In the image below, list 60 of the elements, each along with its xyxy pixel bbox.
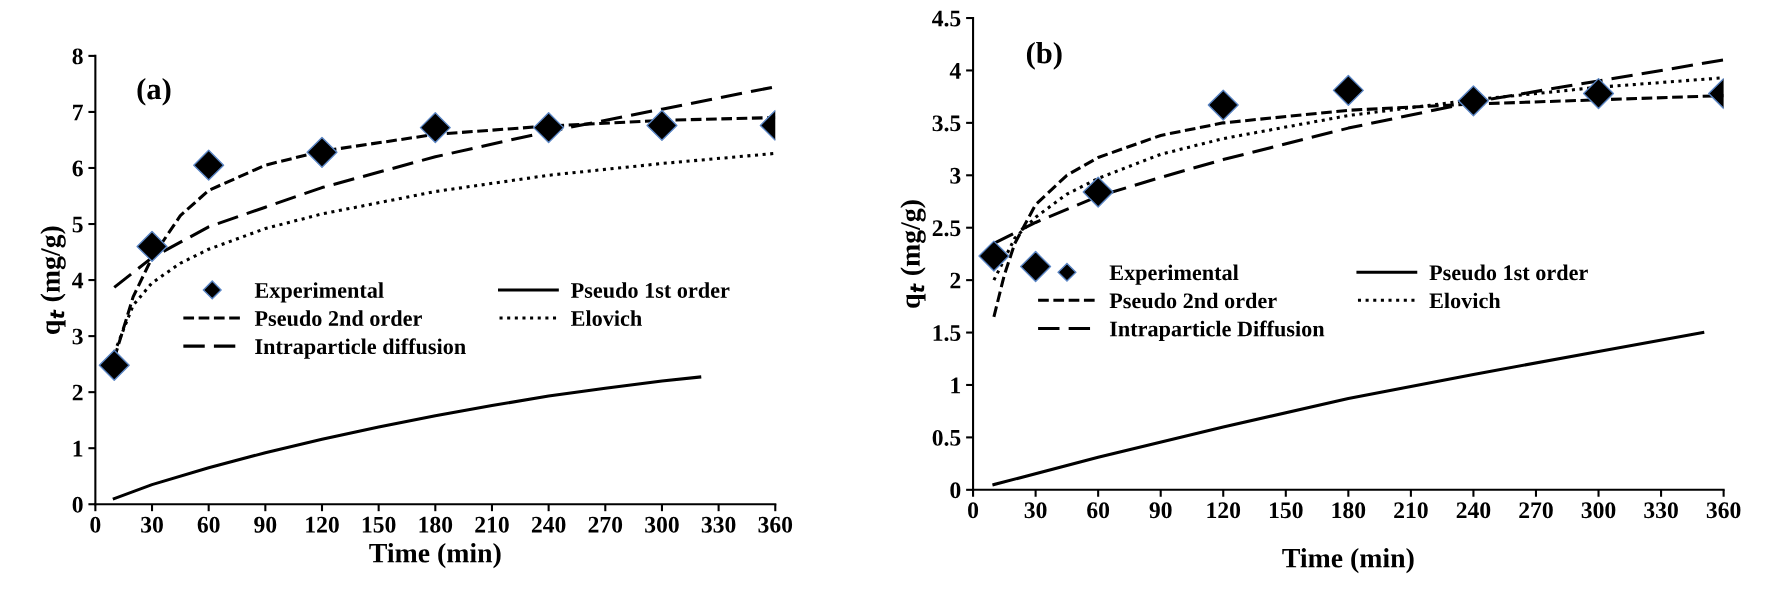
y-tick-label: 8 — [72, 48, 83, 65]
legend-label: Experimental — [254, 282, 384, 303]
y-tick-label: 1 — [951, 377, 961, 394]
y-tick-label: 3 — [950, 167, 961, 184]
x-tick-label: 210 — [1394, 502, 1428, 519]
y-tick-label: 6 — [72, 160, 83, 177]
y-tick-label: 5 — [72, 216, 83, 233]
y-tick-label: 4 — [72, 272, 84, 289]
x-tick-label: 120 — [1207, 502, 1241, 519]
x-tick-label: 330 — [701, 516, 736, 533]
legend-label: Pseudo 2nd order — [254, 310, 422, 327]
y-tick-label: 4 — [949, 63, 961, 79]
x-tick-label: 0 — [90, 516, 101, 533]
y-axis-title: q$_{t}$ (mg/g) — [40, 226, 66, 334]
x-tick-label: 90 — [254, 516, 277, 533]
y-tick-label: 7 — [73, 104, 83, 121]
legend-label: Intraparticle Diffusion — [1109, 320, 1325, 341]
x-tick-label: 120 — [306, 516, 339, 533]
x-tick-label: 270 — [588, 516, 623, 533]
legend-label: Pseudo 2nd order — [1109, 292, 1277, 309]
x-tick-label: 180 — [1332, 502, 1366, 519]
x-tick-label: 360 — [1706, 502, 1741, 519]
x-tick-label: 300 — [1581, 502, 1616, 519]
x-tick-label: 210 — [475, 516, 509, 533]
y-tick-label: 3 — [72, 328, 83, 345]
annotation: (a) — [137, 77, 171, 106]
legend-label: Intraparticle diffusion — [255, 338, 466, 359]
x-tick-label: 150 — [362, 516, 396, 533]
x-axis-title: Time (min) — [369, 543, 501, 569]
y-tick-label: 1.5 — [933, 325, 961, 342]
legend-label: Pseudo 1st order — [1429, 264, 1588, 281]
x-tick-label: 60 — [1087, 502, 1110, 519]
x-tick-label: 270 — [1519, 502, 1553, 519]
x-tick-label: 60 — [197, 516, 220, 533]
x-tick-label: 240 — [531, 516, 566, 533]
x-axis-title: Time (min) — [1282, 548, 1414, 574]
x-tick-label: 240 — [1456, 502, 1491, 519]
x-tick-label: 360 — [758, 516, 793, 533]
x-tick-label: 0 — [968, 502, 979, 519]
legend-label: Experimental — [1109, 264, 1239, 285]
x-tick-label: 330 — [1644, 502, 1678, 519]
x-tick-label: 150 — [1269, 502, 1303, 519]
y-tick-label: 1 — [73, 440, 83, 457]
y-tick-label: 0.5 — [932, 429, 961, 446]
annotation: (b) — [1026, 41, 1062, 70]
y-tick-label: 2 — [950, 272, 961, 289]
x-tick-label: 90 — [1149, 502, 1172, 519]
x-tick-label: 180 — [419, 516, 453, 533]
y-axis-title: q$_{t}$ (mg/g) — [900, 200, 926, 308]
y-tick-label: 2 — [72, 384, 83, 401]
x-tick-label: 300 — [645, 516, 679, 533]
legend-label: Elovich — [571, 310, 642, 326]
x-tick-label: 30 — [1024, 502, 1047, 519]
legend-label: Pseudo 1st order — [571, 282, 730, 298]
x-tick-label: 30 — [141, 516, 163, 533]
y-tick-label: 2.5 — [932, 220, 961, 237]
legend-label: Elovich — [1429, 292, 1501, 309]
y-tick-label: 4.5 — [932, 10, 961, 27]
y-tick-label: 0 — [950, 482, 961, 499]
y-tick-label: 3.5 — [932, 115, 961, 132]
